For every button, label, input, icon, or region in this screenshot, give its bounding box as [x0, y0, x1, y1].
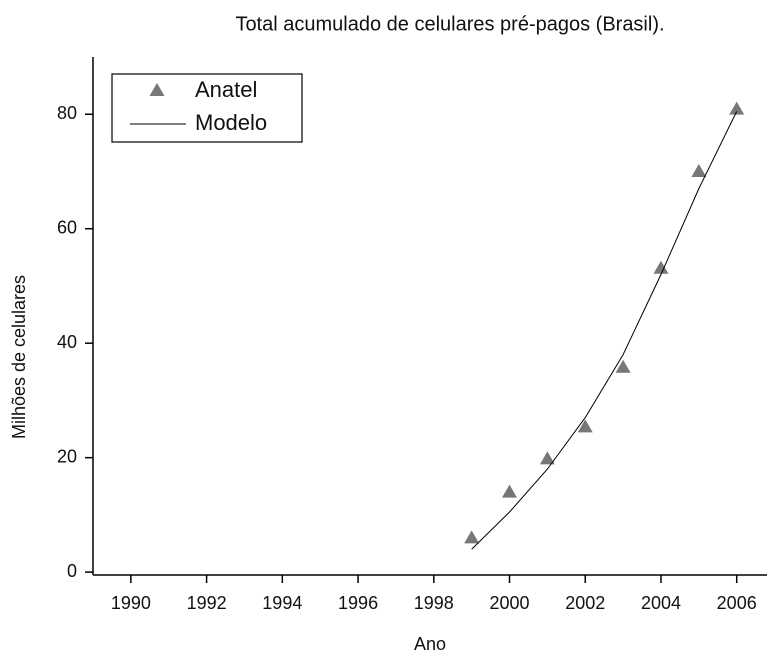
legend	[111, 73, 303, 143]
marker	[729, 101, 745, 115]
marker	[539, 451, 555, 465]
x-axis-label: Ano	[414, 634, 446, 654]
y-tick-label: 60	[57, 217, 77, 237]
y-tick-label: 0	[67, 561, 77, 581]
x-tick-label: 2002	[565, 593, 605, 613]
marker	[464, 530, 480, 544]
marker	[691, 164, 707, 178]
marker	[149, 83, 165, 96]
series-line	[471, 111, 738, 550]
marker	[502, 484, 518, 498]
x-tick-label: 1994	[262, 593, 302, 613]
x-tick-label: 1990	[111, 593, 151, 613]
x-tick-label: 2000	[489, 593, 529, 613]
x-tick-label: 2006	[717, 593, 757, 613]
y-tick-label: 40	[57, 332, 77, 352]
marker	[577, 419, 593, 433]
y-tick-label: 20	[57, 446, 77, 466]
x-tick-label: 1996	[338, 593, 378, 613]
x-tick-label: 2004	[641, 593, 681, 613]
marker	[653, 260, 669, 274]
legend-label: Modelo	[195, 110, 267, 135]
legend-label: Anatel	[195, 77, 257, 102]
x-tick-label: 1998	[414, 593, 454, 613]
y-tick-label: 80	[57, 103, 77, 123]
chart-title: Total acumulado de celulares pré-pagos (…	[235, 13, 664, 35]
x-tick-label: 1992	[187, 593, 227, 613]
marker	[615, 359, 631, 373]
y-axis-label: Milhões de celulares	[9, 275, 29, 439]
